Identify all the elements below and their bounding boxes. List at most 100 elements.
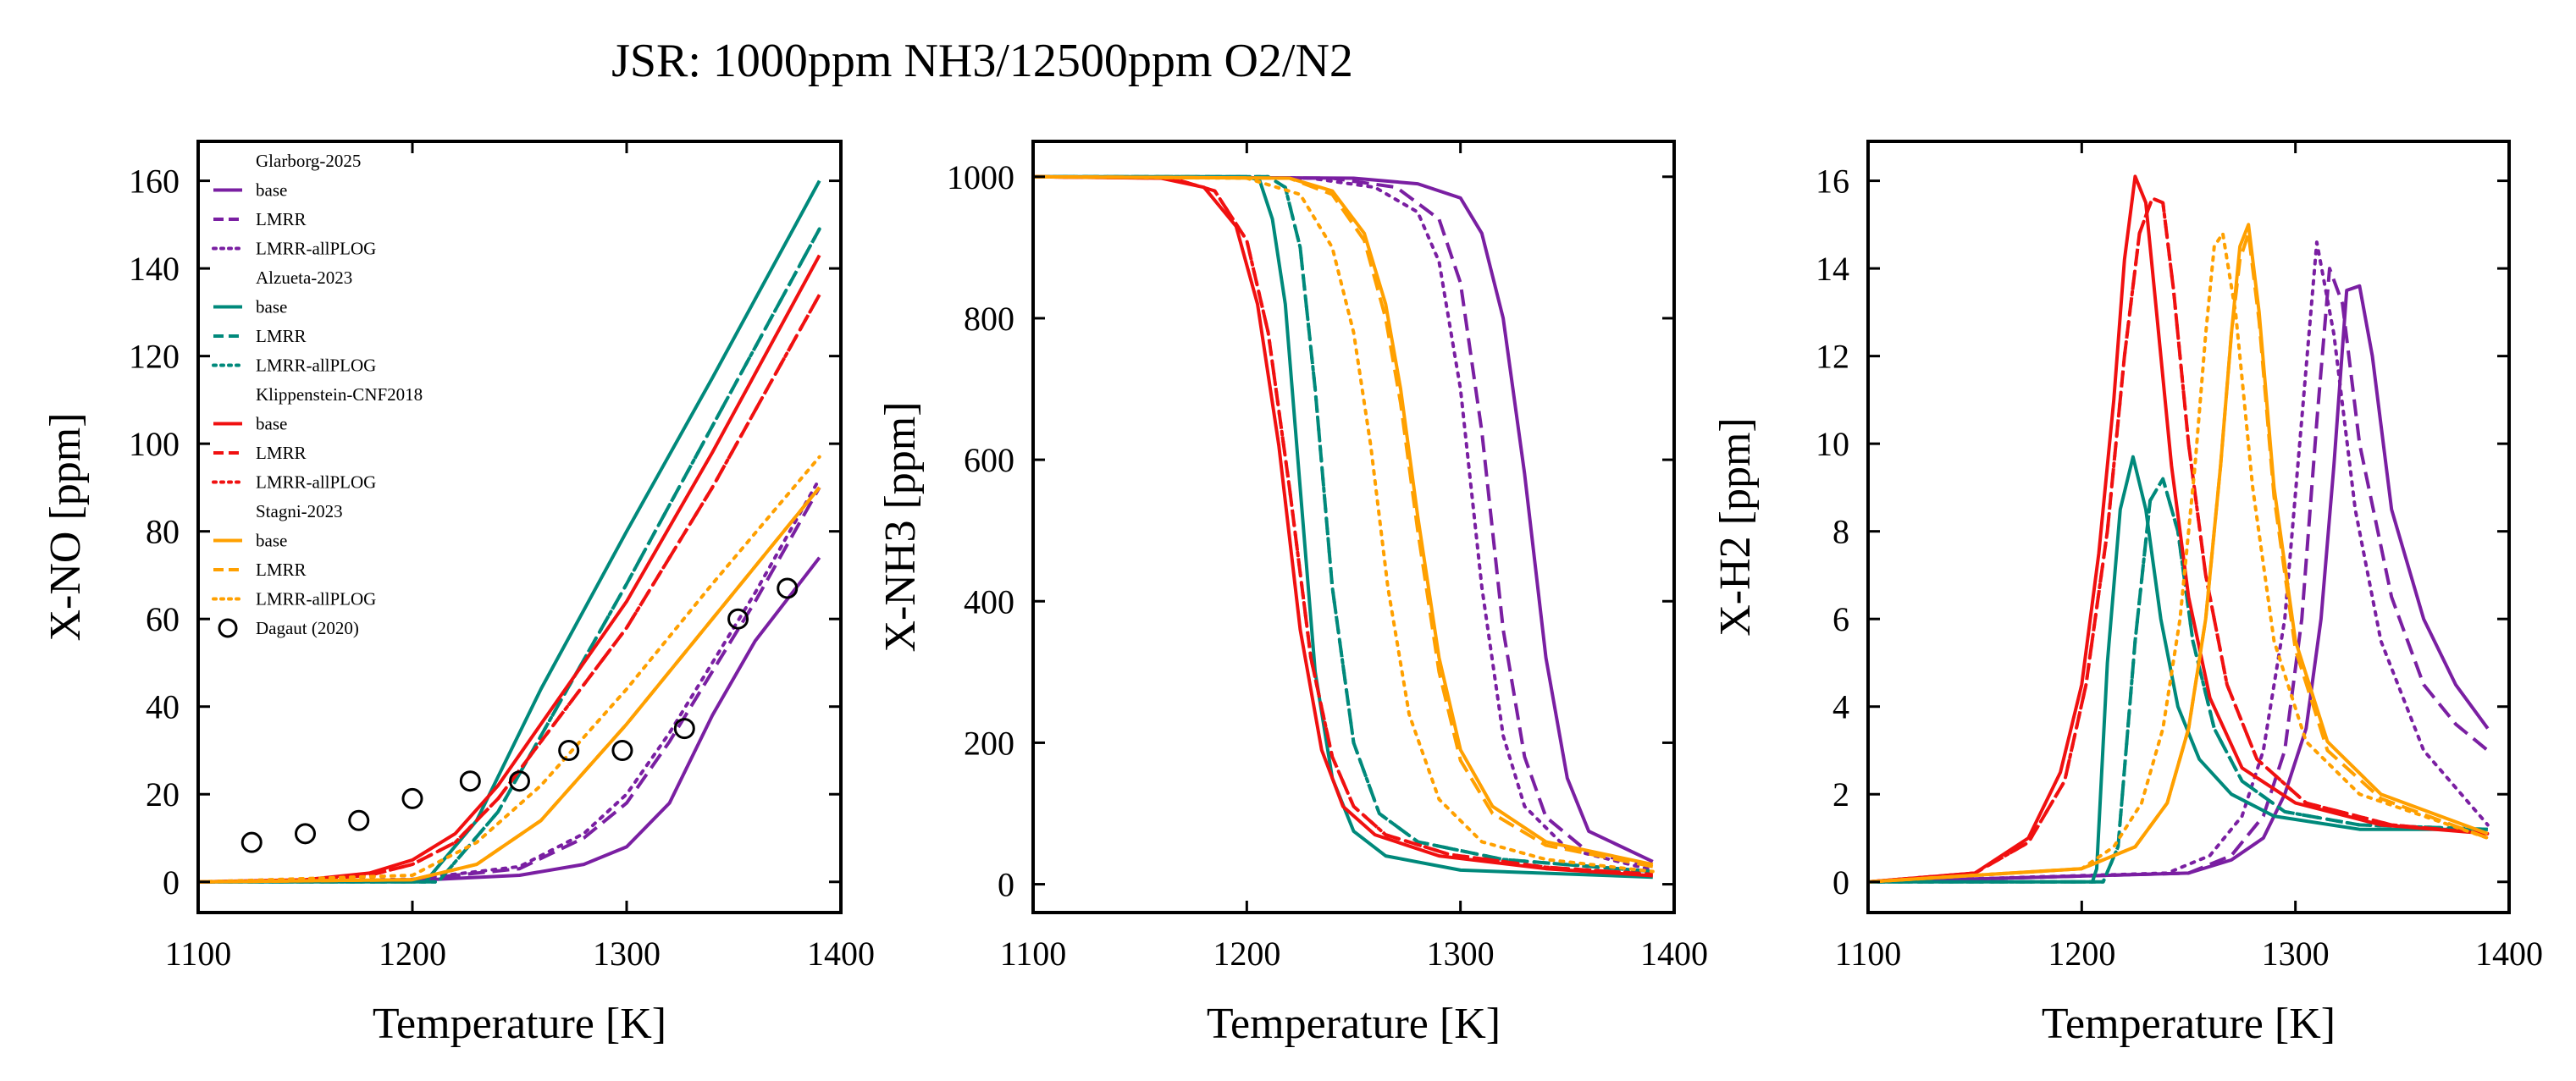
experiment-point [459, 770, 481, 792]
x-tick-label: 1400 [807, 935, 875, 973]
y-tick-label: 4 [1832, 688, 1849, 726]
y-tick-label: 400 [964, 582, 1014, 620]
chart-panel-nh3: 1100 1200 1300 1400 0 200 400 600 800 1000 Tempera… [876, 140, 1708, 1048]
legend-group-header: Glarborg-2025 [256, 151, 361, 171]
legend-group-header: Alzueta-2023 [256, 267, 352, 288]
legend-item-label: LMRR [256, 209, 307, 229]
series-line-klippenstein-cnf2018-base [1033, 174, 1653, 878]
x-tick-label: 1300 [1427, 935, 1495, 973]
series-group [1033, 174, 1655, 880]
series-line-glarborg-2025-base [1868, 284, 2490, 884]
experiment-point [558, 739, 580, 761]
series-line-stagni-2023-lmrr-allplog [198, 455, 821, 884]
y-axis-label: X-NH3 [ppm] [876, 401, 925, 652]
legend-marker-experiment [218, 618, 238, 638]
series-group [198, 179, 821, 884]
series-group [1868, 174, 2490, 884]
x-axis-label: Temperature [K] [2042, 1000, 2336, 1048]
legend-item-label: LMRR [256, 326, 307, 346]
x-axis-label: Temperature [K] [1207, 1000, 1501, 1048]
x-tick-label: 1200 [379, 935, 446, 973]
y-tick-label: 140 [129, 250, 180, 288]
x-tick-label: 1300 [2262, 935, 2330, 973]
series-line-stagni-2023-base [1033, 174, 1654, 867]
series-line-stagni-2023-lmrr-allplog [1033, 174, 1655, 874]
y-tick-label: 12 [1816, 338, 1849, 376]
series-line-glarborg-2025-lmrr [1033, 174, 1654, 869]
series-line-alzueta-2023-base [1033, 174, 1653, 880]
series-line-stagni-2023-lmrr [1033, 174, 1654, 869]
y-tick-label: 600 [964, 441, 1014, 479]
plot-frame [1031, 140, 1676, 914]
series-line-alzueta-2023-lmrr-allplog [1033, 174, 1655, 874]
y-axis-label: X-NO [ppm] [41, 412, 90, 641]
x-tick-label: 1200 [2048, 935, 2115, 973]
experiment-point [348, 809, 370, 831]
plot-frame [1866, 140, 2511, 914]
x-axis-label: Temperature [K] [373, 1000, 666, 1048]
legend-item-label: LMRR [256, 443, 307, 463]
experiment-point [611, 739, 633, 761]
experiment-point [295, 823, 316, 845]
y-tick-label: 1000 [947, 158, 1014, 196]
y-tick-label: 6 [1832, 600, 1849, 638]
series-line-klippenstein-cnf2018-base [1868, 174, 2488, 884]
y-tick-label: 0 [1832, 863, 1849, 902]
legend-item-label: Dagaut (2020) [256, 618, 359, 638]
experiment-point [509, 770, 530, 792]
x-tick-label: 1200 [1213, 935, 1280, 973]
series-line-klippenstein-cnf2018-lmrr [1868, 196, 2488, 884]
series-line-stagni-2023-lmrr [1868, 231, 2489, 884]
plot-frame [196, 140, 843, 914]
y-tick-label: 0 [163, 863, 180, 902]
series-line-alzueta-2023-lmrr-allplog [1868, 477, 2490, 884]
legend-item-label: base [256, 180, 287, 201]
chart-panel-h2: 1100 1200 1300 1400 0 2 4 6 8 10 12 14 16 Temperature… [1711, 140, 2543, 1048]
y-tick-label: 0 [998, 866, 1014, 904]
legend-item-label: LMRR-allPLOG [256, 239, 376, 259]
series-line-stagni-2023-lmrr [198, 486, 821, 884]
legend-item-label: base [256, 531, 287, 551]
legend-group-header: Klippenstein-CNF2018 [256, 384, 423, 405]
y-tick-label: 10 [1816, 425, 1849, 463]
x-tick-label: 1100 [1000, 935, 1067, 973]
experiment-point [777, 577, 799, 599]
y-tick-label: 80 [146, 513, 180, 551]
legend: Glarborg-2025 base LMRR LMRR-allPLOG Alzueta… [212, 151, 423, 638]
y-tick-label: 800 [964, 300, 1014, 338]
experiment-point [673, 718, 695, 740]
y-tick-label: 120 [129, 338, 180, 376]
series-line-klippenstein-cnf2018-lmrr [1033, 174, 1653, 876]
y-axis-label: X-H2 [ppm] [1711, 417, 1760, 637]
series-line-glarborg-2025-base [1033, 174, 1654, 863]
experiment-point [401, 787, 423, 809]
series-line-glarborg-2025-lmrr [1868, 267, 2490, 884]
y-tick-label: 40 [146, 688, 180, 726]
series-line-glarborg-2025-lmrr-allplog [1868, 240, 2490, 884]
series-line-glarborg-2025-lmrr-allplog [198, 477, 821, 884]
series-line-stagni-2023-lmrr-allplog [1868, 231, 2490, 884]
series-line-stagni-2023-base [198, 486, 821, 884]
legend-group-header: Stagni-2023 [256, 501, 343, 521]
y-tick-label: 60 [146, 600, 180, 638]
experiment-point [240, 831, 263, 853]
series-line-klippenstein-cnf2018-lmrr-allplog [1033, 174, 1655, 876]
y-tick-label: 160 [129, 163, 180, 201]
x-tick-label: 1400 [1640, 935, 1708, 973]
x-tick-label: 1100 [1835, 935, 1902, 973]
y-tick-label: 100 [129, 425, 180, 463]
figure-title: JSR: 1000ppm NH3/12500ppm O2/N2 [611, 35, 1353, 87]
legend-item-label: base [256, 297, 287, 317]
chart-panel-no: 1100 1200 1300 1400 0 20 40 60 80 100 120 140 160 Tem… [41, 140, 875, 1048]
legend-item-label: LMRR [256, 560, 307, 580]
x-tick-label: 1100 [165, 935, 232, 973]
y-tick-label: 8 [1832, 513, 1849, 551]
y-tick-label: 14 [1816, 250, 1849, 288]
series-line-glarborg-2025-base [198, 556, 821, 884]
series-line-klippenstein-cnf2018-lmrr-allplog [198, 293, 821, 884]
y-tick-label: 16 [1816, 163, 1849, 201]
y-tick-label: 20 [146, 775, 180, 814]
y-tick-label: 2 [1832, 775, 1849, 814]
series-line-klippenstein-cnf2018-lmrr-allplog [1868, 196, 2490, 884]
